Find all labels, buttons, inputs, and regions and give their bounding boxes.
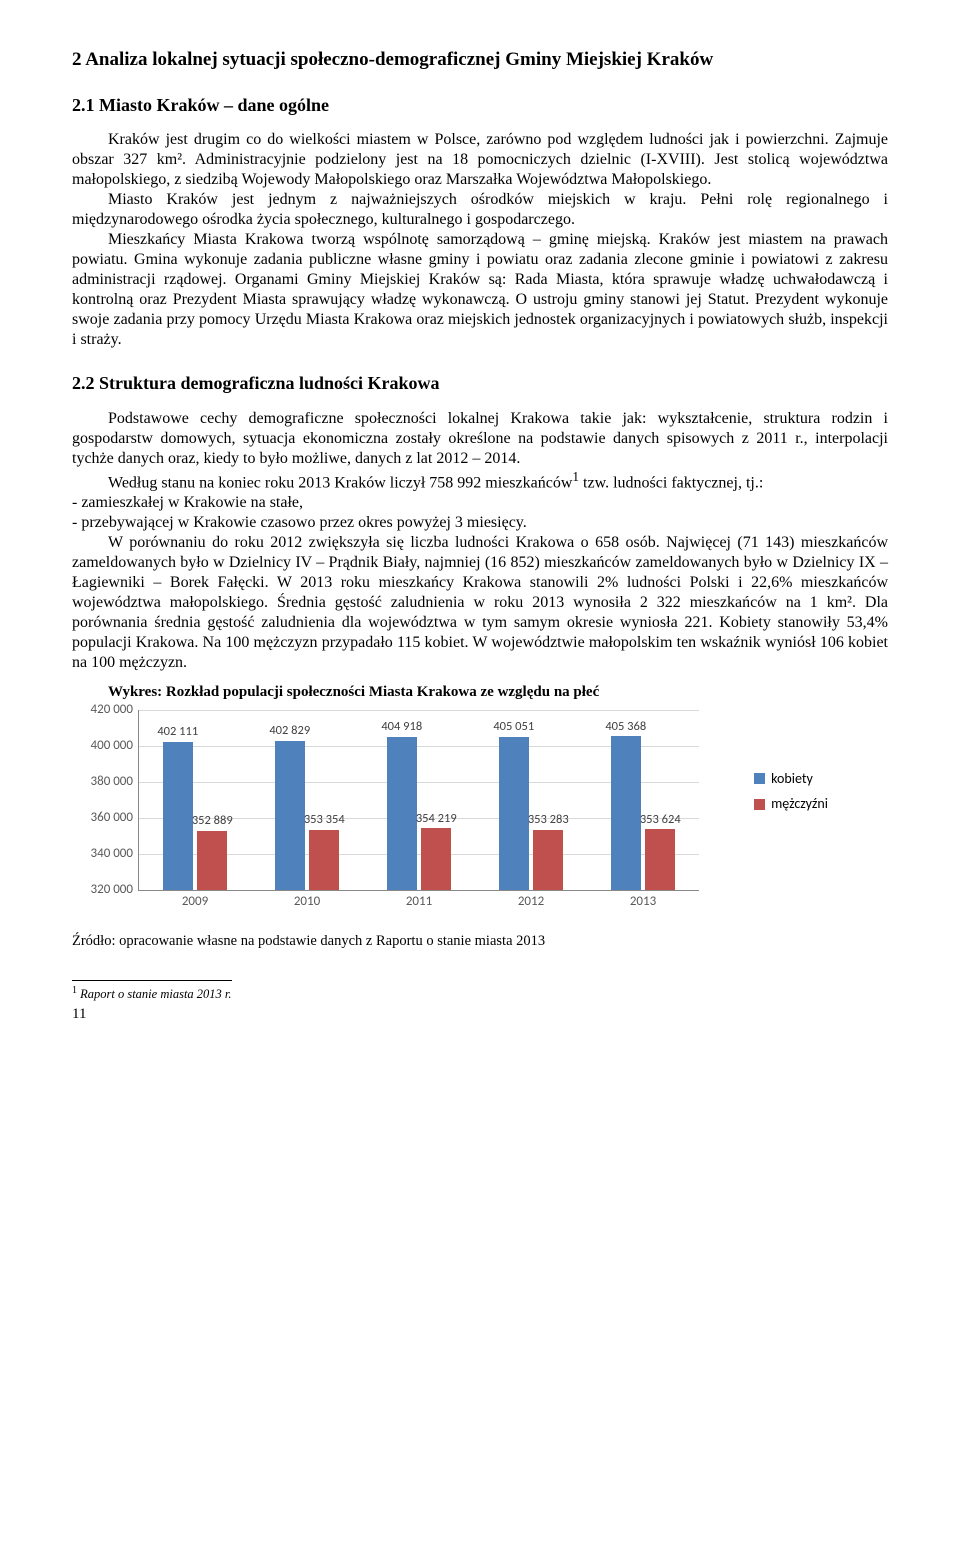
bar-value-label: 402 111 bbox=[157, 724, 198, 742]
bar-value-label: 404 918 bbox=[381, 719, 422, 737]
x-axis-tick-label: 2011 bbox=[406, 890, 432, 910]
chart-plot-area: 320 000340 000360 000380 000400 000420 0… bbox=[138, 710, 699, 891]
y-axis-tick-label: 420 000 bbox=[91, 702, 139, 718]
chart-gridline bbox=[139, 710, 699, 711]
chart-bar: 404 918 bbox=[387, 737, 417, 890]
y-axis-tick-label: 340 000 bbox=[91, 846, 139, 862]
footnote-separator bbox=[72, 980, 232, 981]
chart-bar: 353 283 bbox=[533, 830, 563, 890]
section-heading: 2 Analiza lokalnej sytuacji społeczno-de… bbox=[72, 48, 888, 72]
footnote-text: Raport o stanie miasta 2013 r. bbox=[77, 987, 232, 1001]
y-axis-tick-label: 400 000 bbox=[91, 738, 139, 754]
list-line: - zamieszkałej w Krakowie na stałe, bbox=[72, 493, 888, 513]
chart-bar: 354 219 bbox=[421, 828, 451, 890]
legend-swatch bbox=[754, 773, 765, 784]
paragraph: Kraków jest drugim co do wielkości miast… bbox=[72, 130, 888, 190]
chart-bar: 352 889 bbox=[197, 831, 227, 890]
bar-value-label: 402 829 bbox=[269, 723, 310, 741]
text-run: Według stanu na koniec roku 2013 Kraków … bbox=[108, 474, 572, 491]
paragraph: Podstawowe cechy demograficzne społeczno… bbox=[72, 409, 888, 469]
bar-value-label: 405 051 bbox=[493, 719, 534, 737]
y-axis-tick-label: 320 000 bbox=[91, 882, 139, 898]
y-axis-tick-label: 380 000 bbox=[91, 774, 139, 790]
bar-value-label: 352 889 bbox=[192, 813, 233, 831]
text-run: tzw. ludności faktycznej, tj.: bbox=[579, 474, 763, 491]
page-number: 11 bbox=[72, 1005, 888, 1024]
x-axis-tick-label: 2010 bbox=[294, 890, 320, 910]
subsection-heading-2-2: 2.2 Struktura demograficzna ludności Kra… bbox=[72, 372, 888, 395]
bar-value-label: 354 219 bbox=[416, 811, 457, 829]
paragraph: W porównaniu do roku 2012 zwiększyła się… bbox=[72, 533, 888, 673]
legend-label: kobiety bbox=[771, 770, 813, 788]
chart-legend: kobiety mężczyźni bbox=[754, 770, 828, 821]
bar-value-label: 353 283 bbox=[528, 812, 569, 830]
subsection-heading-2-1: 2.1 Miasto Kraków – dane ogólne bbox=[72, 94, 888, 117]
y-axis-tick-label: 360 000 bbox=[91, 810, 139, 826]
population-by-sex-chart: 320 000 340 000 360 000 380 000 400 000 420 0… bbox=[72, 704, 832, 914]
chart-bar: 402 829 bbox=[275, 741, 305, 890]
list-line: - przebywającej w Krakowie czasowo przez… bbox=[72, 513, 888, 533]
x-axis-tick-label: 2009 bbox=[182, 890, 208, 910]
footnote: 1 Raport o stanie miasta 2013 r. bbox=[72, 985, 888, 1003]
bar-value-label: 353 624 bbox=[640, 812, 681, 830]
chart-bar: 405 051 bbox=[499, 737, 529, 890]
x-axis-tick-label: 2013 bbox=[630, 890, 656, 910]
chart-title: Wykres: Rozkład populacji społeczności M… bbox=[72, 683, 888, 702]
chart-source: Źródło: opracowanie własne na podstawie … bbox=[72, 932, 888, 950]
bar-value-label: 405 368 bbox=[605, 719, 646, 737]
chart-bar: 353 354 bbox=[309, 830, 339, 890]
x-axis-tick-label: 2012 bbox=[518, 890, 544, 910]
bar-value-label: 353 354 bbox=[304, 812, 345, 830]
chart-bar: 405 368 bbox=[611, 736, 641, 890]
legend-swatch bbox=[754, 799, 765, 810]
chart-bar: 402 111 bbox=[163, 742, 193, 890]
chart-bar: 353 624 bbox=[645, 829, 675, 890]
paragraph: Mieszkańcy Miasta Krakowa tworzą wspólno… bbox=[72, 230, 888, 350]
paragraph: Miasto Kraków jest jednym z najważniejsz… bbox=[72, 190, 888, 230]
paragraph: Według stanu na koniec roku 2013 Kraków … bbox=[72, 469, 888, 493]
legend-item: mężczyźni bbox=[754, 795, 828, 813]
legend-item: kobiety bbox=[754, 770, 828, 788]
legend-label: mężczyźni bbox=[771, 795, 828, 813]
